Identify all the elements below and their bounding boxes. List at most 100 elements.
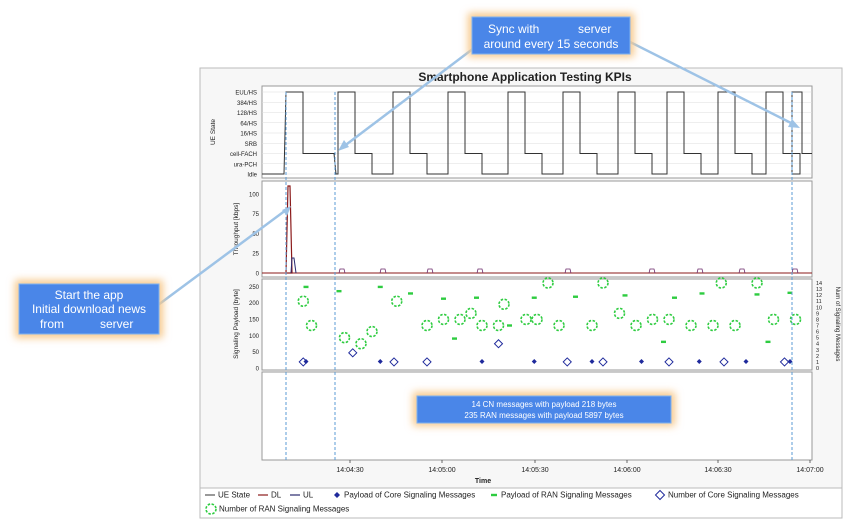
legend: UE State DL UL Payload of Core Signaling Me… [205,489,799,515]
ue-state-line [262,91,812,175]
signaling-right-tick: 3 [816,348,819,354]
ue-level-label: 384/HS [237,101,257,107]
core-count-marker [664,357,674,367]
throughput-bump [564,268,572,274]
ul-spike [290,257,297,274]
ran-count-marker [476,319,488,332]
ran-count-marker [685,319,697,332]
throughput-bump [648,268,656,274]
throughput-bump [379,268,387,274]
ue-level-label: ura-PCH [234,162,257,168]
ran-payload-marker [474,296,479,299]
legend-label: UL [303,491,314,500]
signaling-tick: 250 [249,285,260,291]
ran-count-marker [338,331,351,344]
ue-level-label: Idle [247,173,257,179]
legend-swatch [654,489,666,501]
signaling-tick-labels: 0 50 100 150 200 250 [249,285,260,373]
throughput-tick: 25 [252,252,259,258]
throughput-bump [791,268,799,274]
ran-payload-marker [787,291,793,295]
ran-count-marker [729,319,741,332]
ran-payload-marker [672,296,677,299]
ran-payload-marker [699,292,705,295]
ue-level-label: cell-FACH [230,152,257,158]
ran-count-marker [305,319,318,332]
ran-count-marker [366,325,378,338]
core-payload-marker [589,358,595,364]
x-tick-label: 14:04:30 [336,467,363,474]
ran-payload-marker [661,340,666,344]
ran-payload-marker [377,285,383,289]
core-payload-marker [696,358,702,364]
arrow-head-1 [338,140,349,151]
throughput-tick: 50 [252,232,259,238]
ran-count-marker [355,337,367,350]
throughput-bumps [338,268,799,274]
x-tick-label: 14:05:30 [521,467,548,474]
ran-payload-marker [408,292,413,295]
ran-count-marker [751,277,763,289]
legend-label: UE State [218,491,251,500]
throughput-bump [426,268,434,274]
ue-level-label: 128/HS [237,111,257,117]
throughput-bump [696,268,704,274]
ran-payload-marker [507,324,512,327]
ran-count-marker [421,319,433,332]
core-payload-marker [377,358,383,364]
ran-payload-marker [765,340,771,344]
core-count-marker [422,357,432,367]
signaling-tick: 0 [256,367,260,373]
legend-label: Payload of RAN Signaling Messages [501,491,632,500]
core-payload-marker [531,358,537,364]
ran-count-marker [646,313,659,326]
x-tick-label: 14:06:00 [613,467,640,474]
signaling-right-tick: 1 [816,360,819,366]
ran-count-marker [465,307,477,320]
signaling-right-tick: 12 [816,293,822,299]
chart-title: Smartphone Application Testing KPIs [418,70,632,84]
signaling-right-tick: 6 [816,330,819,336]
x-axis-tick-labels: 14:04:30 14:05:00 14:05:30 14:06:00 14:06:30… [336,460,824,474]
throughput-tick: 0 [256,272,260,278]
ue-state-panel [261,85,813,179]
ran-count-marker [613,307,626,320]
legend-label: Number of Core Signaling Messages [668,491,799,500]
ue-level-label: 16/HS [240,132,257,138]
core-payload-marker [479,358,485,364]
signaling-right-tick: 7 [816,324,819,330]
ran-payload-marker [754,293,760,296]
ran-count-marker [767,313,780,326]
ue-state-level-labels: EUL/HS 384/HS 128/HS 64/HS 16/HS SRB cell-FACH… [230,91,258,179]
ran-payload-marker [622,294,628,297]
ran-count-marker [553,319,565,332]
signaling-right-tick: 8 [816,317,819,323]
signaling-axis-label: Signaling Payload [byte] [233,289,240,359]
ran-count-marker [630,319,642,332]
annotation-arrows [157,40,796,307]
throughput-tick-labels: 0 25 50 75 100 [249,192,260,277]
throughput-bump [338,268,346,274]
ran-count-marker [492,319,505,332]
ran-payload-marker [452,337,457,340]
legend-swatch [334,492,340,498]
start-callout-line1: Start the app [55,288,124,302]
ran-payload-marker [441,297,446,300]
legend-box [199,487,843,519]
start-callout [18,283,160,335]
start-callout-line2: Initial download news [32,302,146,316]
signaling-right-tick: 9 [816,311,819,317]
signaling-tick: 150 [249,317,260,323]
x-axis-label: Time [475,478,491,485]
throughput-tick: 100 [249,192,260,198]
ran-count-marker [531,313,543,326]
core-count-marker [779,357,790,367]
ran-count-marker [390,295,403,308]
arrow-head-2 [788,119,800,128]
sync-callout-line1: Sync with [488,22,539,36]
arrow-head-3 [282,206,291,216]
core-count-marker [348,348,358,358]
signaling-tick: 200 [249,301,260,307]
ran-payload-marker [531,296,537,299]
